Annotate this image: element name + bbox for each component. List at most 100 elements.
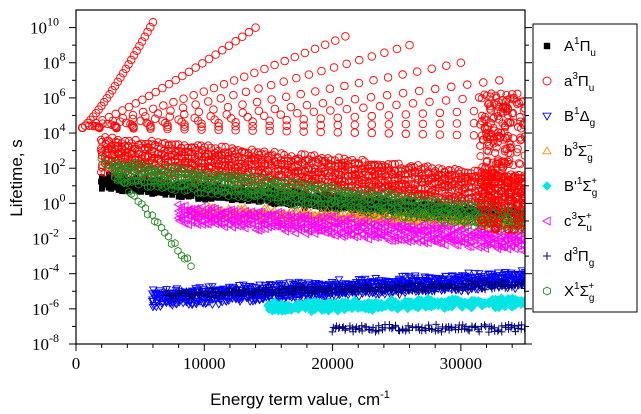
data-point-a3Pu [453, 131, 461, 139]
data-point-a3Pu [245, 28, 253, 36]
data-point-a3Pu [271, 105, 279, 113]
data-point-a3Pu [291, 53, 299, 61]
data-point-a3Pu [242, 88, 250, 96]
data-point-a3Pu [360, 104, 368, 112]
data-point-a3Pu [442, 97, 450, 105]
data-point-a3Pu [383, 91, 391, 99]
data-point-a3Pu [180, 95, 188, 103]
data-point-a3Pu [419, 110, 427, 118]
data-point-a3Pu [453, 120, 461, 128]
data-point-a3Pu [457, 59, 465, 67]
data-point-a3Pu [127, 56, 135, 64]
data-point-a3Pu [125, 61, 133, 69]
data-point-a3Pu [370, 77, 378, 85]
data-point-a3Pu [381, 49, 389, 57]
data-point-a3Pu [220, 80, 228, 88]
data-point-a3Pu [166, 113, 174, 121]
data-point-a3Pu [419, 130, 427, 138]
data-point-a3Pu [117, 74, 125, 82]
data-point-d3Pg [459, 321, 466, 328]
data-point-a3Pu [293, 74, 301, 82]
data-point-a3Pu [210, 84, 218, 92]
data-point-a3Pu [318, 67, 326, 75]
data-point-a3Pu [271, 61, 279, 69]
data-point-a3Pu [334, 129, 342, 137]
data-point-a3Pu [255, 85, 263, 93]
data-point-a3Pu [287, 103, 295, 111]
data-point-a3Pu [384, 74, 392, 82]
data-point-a3Pu [343, 60, 351, 68]
data-point-a3Pu [218, 46, 226, 54]
data-point-a3Pu [282, 93, 290, 101]
data-point-a3Pu [230, 91, 238, 99]
data-point-a3Pu [402, 111, 410, 119]
data-point-a3Pu [436, 120, 444, 128]
data-point-a3Pu [351, 121, 359, 129]
data-point-a3Pu [293, 109, 301, 117]
data-point-a3Pu [399, 71, 407, 79]
data-point-a3Pu [170, 98, 178, 106]
data-point-a3Pu [310, 108, 318, 116]
data-point-a3Pu [385, 130, 393, 138]
data-point-a3Pu [402, 130, 410, 138]
data-point-a3Pu [459, 95, 467, 103]
data-point-a3Pu [185, 68, 193, 76]
data-point-A1Pu [103, 177, 109, 183]
data-point-a3Pu [326, 85, 334, 93]
data-point-a3Pu [426, 98, 434, 106]
data-point-a3Pu [172, 76, 180, 84]
data-point-a3Pu [251, 69, 259, 77]
data-point-a3Pu [223, 111, 231, 119]
data-point-a3Pu [217, 95, 225, 103]
data-point-a3Pu [122, 65, 130, 73]
data-point-d3Pg [409, 323, 416, 330]
data-point-a3Pu [238, 33, 246, 41]
data-point-a3Pu [355, 56, 363, 64]
data-point-a3Pu [355, 79, 363, 87]
data-point-a3Pu [297, 90, 305, 98]
data-point-a3Pu [406, 41, 414, 49]
data-point-a3Pu [409, 100, 417, 108]
data-point-a3Pu [232, 37, 240, 45]
data-point-a3Pu [319, 99, 327, 107]
points-layer [79, 19, 530, 336]
data-point-a3Pu [281, 57, 289, 65]
data-point-a3Pu [368, 121, 376, 129]
data-point-a3Pu [130, 52, 138, 60]
data-point-a3Pu [399, 89, 407, 97]
data-point-a3Pu [179, 72, 187, 80]
data-point-a3Pu [393, 101, 401, 109]
data-point-c3Su [174, 201, 180, 208]
data-point-a3Pu [227, 115, 235, 123]
data-point-a3Pu [280, 78, 288, 86]
data-point-a3Pu [341, 82, 349, 90]
data-point-a3Pu [249, 118, 257, 126]
data-point-d3Pg [494, 328, 501, 335]
data-point-a3Pu [149, 105, 157, 113]
data-point-a3Pu [267, 81, 275, 89]
data-point-a3Pu [312, 88, 320, 96]
data-point-a3Pu [393, 45, 401, 53]
data-point-a3Pu [277, 111, 285, 119]
data-point-a3Pu [463, 81, 471, 89]
data-point-a3Pu [224, 103, 232, 111]
data-point-a3Pu [419, 120, 427, 128]
data-point-a3Pu [480, 79, 488, 87]
data-point-a3Pu [368, 129, 376, 137]
data-point-a3Pu [160, 102, 168, 110]
data-point-a3Pu [436, 131, 444, 139]
data-point-a3Pu [351, 129, 359, 137]
data-point-a3Pu [239, 101, 247, 109]
data-point-a3Pu [266, 127, 274, 135]
data-point-a3Pu [428, 65, 436, 73]
data-point-a3Pu [327, 107, 335, 115]
data-point-a3Pu [199, 60, 207, 68]
data-point-a3Pu [376, 102, 384, 110]
data-point-a3Pu [204, 98, 212, 106]
data-point-a3Pu [119, 69, 127, 77]
data-point-a3Pu [402, 120, 410, 128]
data-point-d3Pg [329, 328, 336, 335]
data-point-a3Pu [283, 127, 291, 135]
data-point-a3Pu [253, 98, 261, 106]
data-point-a3Pu [470, 107, 478, 115]
